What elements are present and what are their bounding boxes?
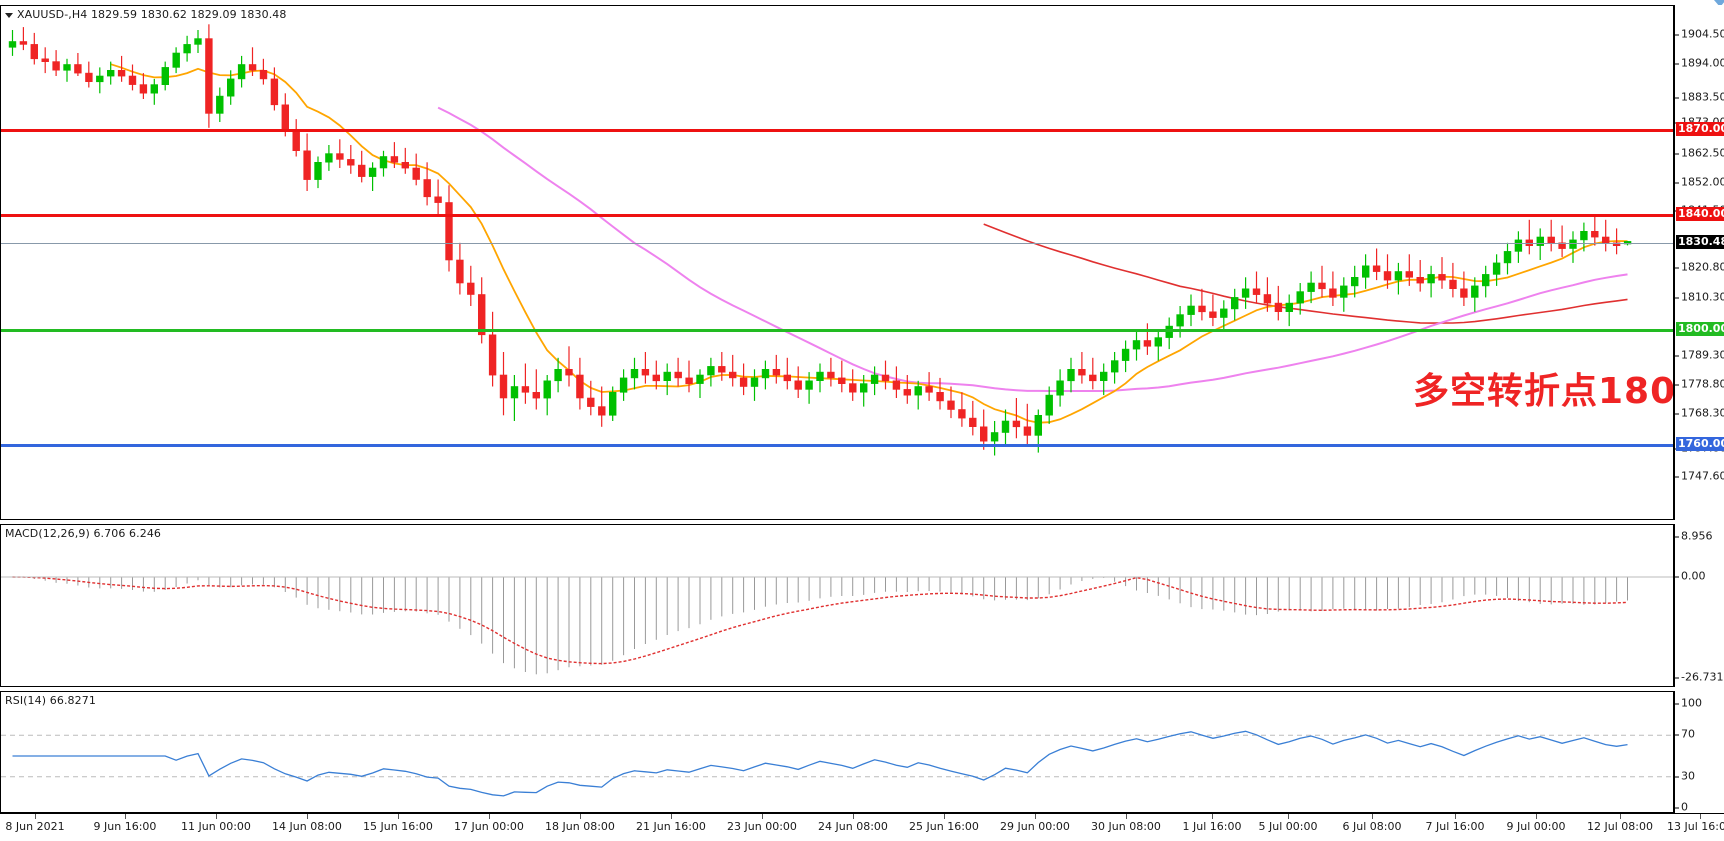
time-tick xyxy=(1212,814,1213,819)
time-tick xyxy=(1035,814,1036,819)
time-axis[interactable]: 8 Jun 2021 9 Jun 16:00 11 Jun 00:00 14 Jun … xyxy=(0,813,1724,841)
macd-panel[interactable]: MACD(12,26,9) 6.706 6.246 xyxy=(0,524,1674,687)
price-tick: 1820.80 xyxy=(1675,261,1724,274)
time-label: 11 Jun 00:00 xyxy=(181,820,251,833)
time-label: 29 Jun 00:00 xyxy=(1000,820,1070,833)
time-label: 30 Jun 08:00 xyxy=(1091,820,1161,833)
macd-tick: 0.00 xyxy=(1675,570,1706,583)
time-tick xyxy=(762,814,763,819)
collapse-triangle-icon[interactable] xyxy=(5,12,13,18)
chart-annotation-text: 多空转折点1800 xyxy=(1413,371,1673,412)
candlestick-canvas xyxy=(8,24,1632,456)
time-tick xyxy=(853,814,854,819)
rsi-tick: 100 xyxy=(1675,697,1702,710)
price-level-tag: 1870.00 xyxy=(1676,122,1724,136)
time-tick xyxy=(398,814,399,819)
time-label: 5 Jul 00:00 xyxy=(1258,820,1318,833)
price-level-tag: 1800.00 xyxy=(1676,322,1724,336)
price-tick: 1883.50 xyxy=(1675,91,1724,104)
time-tick xyxy=(125,814,126,819)
time-tick xyxy=(216,814,217,819)
rsi-tick: 0 xyxy=(1675,801,1688,814)
level-line-1840-00[interactable] xyxy=(1,214,1673,217)
time-label: 14 Jun 08:00 xyxy=(272,820,342,833)
time-tick xyxy=(35,814,36,819)
time-label: 23 Jun 00:00 xyxy=(727,820,797,833)
candles xyxy=(8,24,1632,456)
price-level-tag: 1840.00 xyxy=(1676,207,1724,221)
symbol-header-label: XAUUSD-,H4 1829.59 1830.62 1829.09 1830.… xyxy=(5,8,287,21)
time-tick xyxy=(1288,814,1289,819)
price-tick: 1904.50 xyxy=(1675,28,1724,41)
price-scale[interactable]: 1904.501894.001883.501873.001862.501852.… xyxy=(1674,5,1724,520)
price-tick: 1810.30 xyxy=(1675,291,1724,304)
level-line-1870-00[interactable] xyxy=(1,129,1673,132)
time-label: 17 Jun 00:00 xyxy=(454,820,524,833)
time-label: 18 Jun 08:00 xyxy=(545,820,615,833)
price-level-tag: 1760.00 xyxy=(1676,437,1724,451)
macd-tick: 8.956 xyxy=(1675,530,1713,543)
macd-histogram xyxy=(22,577,1628,675)
time-tick xyxy=(489,814,490,819)
price-tick: 1747.60 xyxy=(1675,470,1724,483)
price-tick: 1768.30 xyxy=(1675,407,1724,420)
time-tick xyxy=(307,814,308,819)
rsi-tick: 30 xyxy=(1675,770,1695,783)
rsi-line xyxy=(12,730,1628,797)
level-line-1800-00[interactable] xyxy=(1,329,1673,332)
time-label: 9 Jun 16:00 xyxy=(93,820,157,833)
macd-label: MACD(12,26,9) 6.706 6.246 xyxy=(5,527,162,540)
price-chart-panel[interactable]: 多空转折点1800 XAUUSD-,H4 1829.59 1830.62 182… xyxy=(0,5,1674,520)
level-line-1760-00[interactable] xyxy=(1,444,1673,447)
rsi-tick: 70 xyxy=(1675,728,1695,741)
rsi-scale[interactable]: 100 70 30 0 xyxy=(1674,691,1724,814)
rsi-panel[interactable]: RSI(14) 66.8271 xyxy=(0,691,1674,813)
time-label: 12 Jul 08:00 xyxy=(1587,820,1653,833)
price-tick: 1778.80 xyxy=(1675,378,1724,391)
symbol-ohlc-text: XAUUSD-,H4 1829.59 1830.62 1829.09 1830.… xyxy=(17,8,287,21)
price-tick: 1862.50 xyxy=(1675,147,1724,160)
macd-tick: -26.731 xyxy=(1675,671,1723,684)
time-label: 7 Jul 16:00 xyxy=(1425,820,1485,833)
time-tick xyxy=(944,814,945,819)
macd-signal-line xyxy=(12,576,1628,665)
time-tick xyxy=(1455,814,1456,819)
time-tick xyxy=(1700,814,1701,819)
macd-canvas xyxy=(1,576,1673,675)
price-level-tag: 1830.48 xyxy=(1676,235,1724,249)
time-label: 13 Jul 16:00 xyxy=(1667,820,1724,833)
level-line-1830-48[interactable] xyxy=(1,243,1673,244)
rsi-label: RSI(14) 66.8271 xyxy=(5,694,96,707)
time-tick xyxy=(671,814,672,819)
price-tick: 1789.30 xyxy=(1675,349,1724,362)
time-label: 24 Jun 08:00 xyxy=(818,820,888,833)
price-tick: 1852.00 xyxy=(1675,176,1724,189)
chart-shift-marker-icon[interactable] xyxy=(1714,0,1724,7)
time-tick xyxy=(580,814,581,819)
time-tick xyxy=(1620,814,1621,819)
time-label: 25 Jun 16:00 xyxy=(909,820,979,833)
rsi-canvas xyxy=(1,730,1673,797)
time-label: 15 Jun 16:00 xyxy=(363,820,433,833)
time-label: 8 Jun 2021 xyxy=(5,820,65,833)
top-strip xyxy=(0,0,1724,7)
time-tick xyxy=(1536,814,1537,819)
time-tick xyxy=(1126,814,1127,819)
price-tick: 1894.00 xyxy=(1675,57,1724,70)
time-label: 6 Jul 08:00 xyxy=(1342,820,1402,833)
time-label: 21 Jun 16:00 xyxy=(636,820,706,833)
time-tick xyxy=(1372,814,1373,819)
macd-scale[interactable]: 8.956 0.00 -26.731 xyxy=(1674,524,1724,687)
time-label: 9 Jul 00:00 xyxy=(1506,820,1566,833)
time-label: 1 Jul 16:00 xyxy=(1182,820,1242,833)
